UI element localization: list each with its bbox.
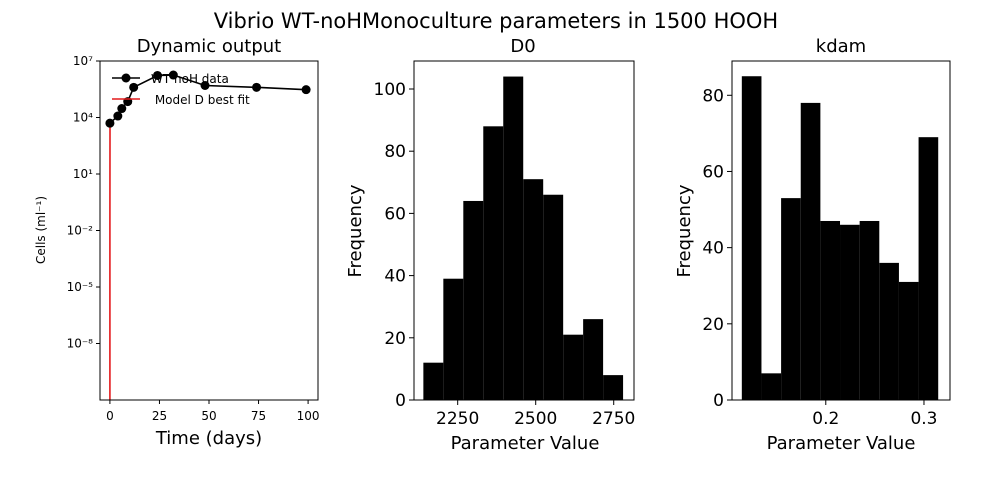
histogram-bar	[820, 220, 841, 400]
y-tick-label: 60	[384, 204, 406, 224]
figure-title: Vibrio WT-noHMonoculture parameters in 1…	[214, 9, 778, 33]
panel-title: Dynamic output	[137, 36, 281, 57]
x-tick-label: 0	[106, 409, 114, 423]
histogram-bar	[898, 281, 919, 400]
data-point	[105, 118, 115, 128]
dynamic-output-panel: Dynamic output Time (days) Cells (ml⁻¹) …	[34, 36, 320, 449]
y-tick-label: 20	[384, 329, 406, 349]
y-axis-label: Frequency	[345, 184, 366, 277]
x-tick-label: 25	[152, 409, 167, 423]
x-axis-label: Parameter Value	[767, 433, 916, 454]
y-tick-label: 20	[702, 315, 724, 335]
histogram-bar	[543, 194, 564, 400]
data-point	[152, 70, 162, 80]
panel-title: kdam	[816, 36, 866, 57]
panel-title: D0	[510, 36, 535, 57]
data-point	[252, 82, 262, 92]
axes-frame	[731, 60, 951, 401]
data-point	[301, 85, 311, 95]
d0-histogram-panel: D0 Parameter Value Frequency 2250 2500 275…	[345, 36, 635, 454]
histogram-bar	[563, 334, 584, 400]
legend-data-marker	[121, 73, 131, 83]
histogram-bar	[781, 198, 801, 400]
axes-frame	[99, 60, 319, 401]
y-tick-label: 10¹	[73, 167, 93, 181]
histogram-bar	[840, 224, 860, 400]
x-tick-label: 100	[297, 409, 320, 423]
y-tick-label: 40	[702, 239, 724, 259]
histogram-bar	[800, 102, 821, 401]
data-point	[200, 81, 210, 91]
y-tick-label: 0	[395, 391, 406, 411]
x-tick-label: 2750	[592, 409, 635, 429]
y-tick-label: 80	[384, 142, 406, 162]
legend-label: WT noH data	[151, 72, 229, 86]
axes-frame	[413, 60, 635, 401]
histogram-bar	[918, 137, 939, 400]
y-tick-label: 80	[702, 86, 724, 106]
x-tick-label: 0.3	[910, 409, 937, 429]
data-point	[129, 82, 139, 92]
y-tick-label: 10⁻⁵	[67, 280, 94, 294]
histogram-bar	[423, 362, 444, 400]
y-tick-label: 40	[384, 267, 406, 287]
histogram-bar	[503, 76, 524, 400]
data-point	[117, 104, 127, 114]
y-tick-label: 0	[713, 391, 724, 411]
y-tick-label: 60	[702, 162, 724, 182]
x-tick-label: 50	[201, 409, 216, 423]
histogram-bar	[859, 220, 880, 400]
histogram-bar	[741, 76, 762, 400]
histogram-bar	[603, 375, 624, 400]
x-tick-label: 0.2	[812, 409, 839, 429]
legend-label: Model D best fit	[151, 93, 250, 107]
legend: WT noH data Model D best fit	[112, 72, 250, 107]
histogram-bar	[583, 319, 604, 400]
histogram-bar	[879, 262, 899, 400]
y-axis-label: Cells (ml⁻¹)	[34, 196, 48, 264]
y-tick-label: 10⁻²	[67, 224, 94, 238]
x-axis-label: Time (days)	[155, 428, 262, 449]
y-tick-label: 100	[374, 80, 406, 100]
x-tick-label: 2250	[436, 409, 479, 429]
kdam-histogram-panel: kdam Parameter Value Frequency 0.2 0.3 0 20…	[674, 36, 951, 454]
y-tick-label: 10⁴	[73, 111, 93, 125]
data-point	[168, 70, 178, 80]
x-tick-label: 75	[251, 409, 266, 423]
y-tick-label: 10⁻⁸	[67, 337, 94, 351]
histogram-bar	[463, 200, 484, 400]
histogram-bar	[443, 278, 464, 400]
data-point	[113, 111, 123, 121]
x-axis-label: Parameter Value	[451, 433, 600, 454]
histogram-bar	[483, 126, 504, 401]
y-tick-label: 10⁷	[73, 54, 93, 68]
y-axis-label: Frequency	[674, 184, 695, 277]
histogram-bar	[761, 373, 782, 400]
x-tick-label: 2500	[514, 409, 557, 429]
histogram-bar	[523, 179, 544, 400]
